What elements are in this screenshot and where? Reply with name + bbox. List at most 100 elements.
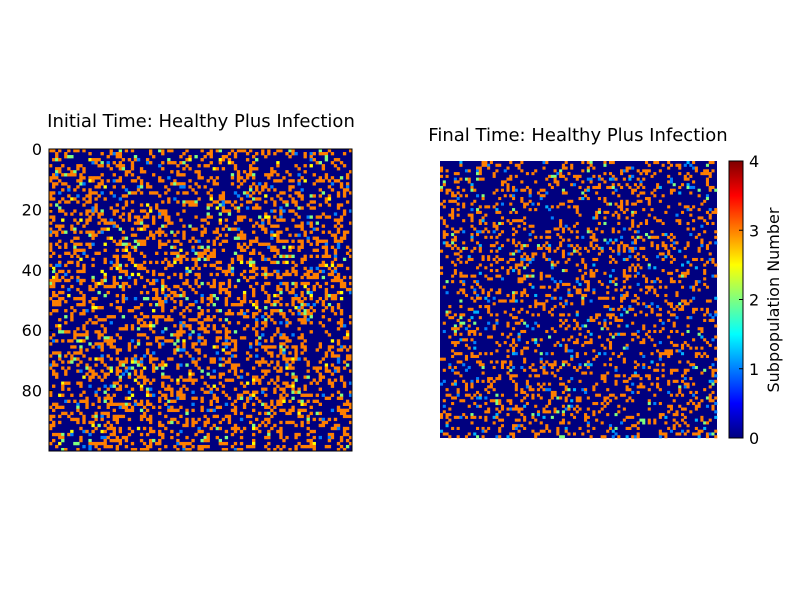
y-tick-label: 60 (22, 321, 42, 340)
heatmap-cell (650, 310, 654, 314)
heatmap-cell (88, 447, 92, 452)
heatmap-cell (179, 303, 183, 307)
heatmap-cell (669, 163, 673, 167)
heatmap-cell (285, 336, 289, 340)
heatmap-cell (227, 269, 232, 274)
heatmap-cell (88, 342, 92, 346)
heatmap-cell (339, 393, 344, 397)
heatmap-cell (176, 390, 180, 394)
heatmap-cell (158, 429, 162, 434)
heatmap-cell (631, 241, 635, 245)
heatmap-cell (288, 290, 292, 295)
heatmap-cell (523, 227, 527, 231)
heatmap-cell (658, 280, 662, 284)
heatmap-cell (103, 185, 107, 189)
heatmap-cell (185, 351, 189, 355)
heatmap-cell (236, 278, 241, 283)
heatmap-cell (628, 246, 632, 250)
heatmap-cell (139, 399, 144, 403)
heatmap-cell (67, 366, 71, 370)
heatmap-cell (318, 149, 322, 153)
heatmap-cell (197, 321, 201, 325)
heatmap-cell (680, 274, 685, 278)
heatmap-cell (453, 327, 457, 331)
heatmap-cell (484, 418, 488, 422)
heatmap-cell (597, 252, 601, 256)
heatmap-cell (242, 327, 247, 331)
heatmap-cell (608, 202, 613, 206)
heatmap-cell (197, 336, 201, 340)
heatmap-cell (336, 408, 341, 413)
heatmap-cell (453, 365, 457, 370)
heatmap-cell (294, 390, 298, 394)
heatmap-cell (470, 382, 474, 386)
heatmap-cell (279, 209, 283, 213)
heatmap-cell (324, 254, 329, 259)
heatmap-cell (459, 255, 463, 259)
heatmap-cell (514, 385, 518, 389)
heatmap-cell (164, 257, 168, 262)
heatmap-cell (500, 393, 505, 397)
heatmap-cell (145, 158, 150, 162)
heatmap-cell (330, 263, 335, 268)
heatmap-cell (639, 266, 643, 270)
heatmap-cell (224, 312, 229, 316)
heatmap-cell (221, 372, 226, 376)
heatmap-cell (495, 349, 499, 353)
heatmap-cell (489, 382, 493, 386)
heatmap-cell (520, 263, 524, 267)
heatmap-cell (614, 210, 618, 214)
heatmap-cell (694, 307, 698, 311)
heatmap-cell (333, 254, 338, 259)
heatmap-cell (155, 303, 159, 307)
heatmap-cell (597, 335, 601, 339)
heatmap-cell (200, 444, 204, 449)
heatmap-cell (230, 339, 235, 343)
heatmap-cell (52, 275, 56, 280)
heatmap-cell (270, 303, 274, 307)
heatmap-cell (342, 429, 347, 434)
heatmap-cell (512, 365, 516, 370)
heatmap-cell (218, 203, 223, 207)
heatmap-cell (118, 227, 123, 231)
heatmap-cell (564, 318, 568, 322)
heatmap-cell (575, 230, 579, 234)
heatmap-cell (303, 444, 307, 449)
heatmap-cell (575, 221, 579, 226)
heatmap-cell (273, 366, 277, 370)
heatmap-cell (705, 169, 709, 173)
heatmap-cell (542, 188, 546, 192)
heatmap-cell (548, 410, 552, 414)
heatmap-cell (142, 414, 147, 419)
heatmap-cell (167, 260, 171, 265)
heatmap-cell (617, 194, 621, 198)
heatmap-cell (345, 348, 350, 352)
heatmap-cell (76, 263, 80, 268)
heatmap-cell (173, 342, 177, 346)
heatmap-cell (103, 275, 107, 280)
heatmap-cell (669, 280, 673, 284)
heatmap-cell (145, 185, 150, 189)
heatmap-cell (478, 263, 482, 267)
heatmap-cell (218, 290, 223, 295)
heatmap-cell (248, 251, 253, 255)
heatmap-cell (52, 269, 56, 274)
heatmap-cell (534, 404, 538, 408)
heatmap-cell (545, 191, 549, 195)
heatmap-cell (545, 329, 549, 334)
heatmap-cell (82, 149, 86, 153)
heatmap-cell (489, 313, 493, 317)
heatmap-cell (188, 318, 192, 322)
heatmap-cell (79, 399, 83, 403)
heatmap-cell (553, 180, 557, 184)
heatmap-cell (467, 329, 471, 334)
heatmap-cell (206, 309, 210, 313)
heatmap-cell (200, 342, 204, 346)
heatmap-cell (622, 332, 626, 336)
heatmap-cell (345, 399, 350, 403)
heatmap-cell (242, 402, 247, 406)
heatmap-cell (711, 371, 715, 375)
heatmap-cell (73, 227, 77, 231)
heatmap-cell (239, 233, 244, 237)
heatmap-cell (242, 315, 247, 319)
